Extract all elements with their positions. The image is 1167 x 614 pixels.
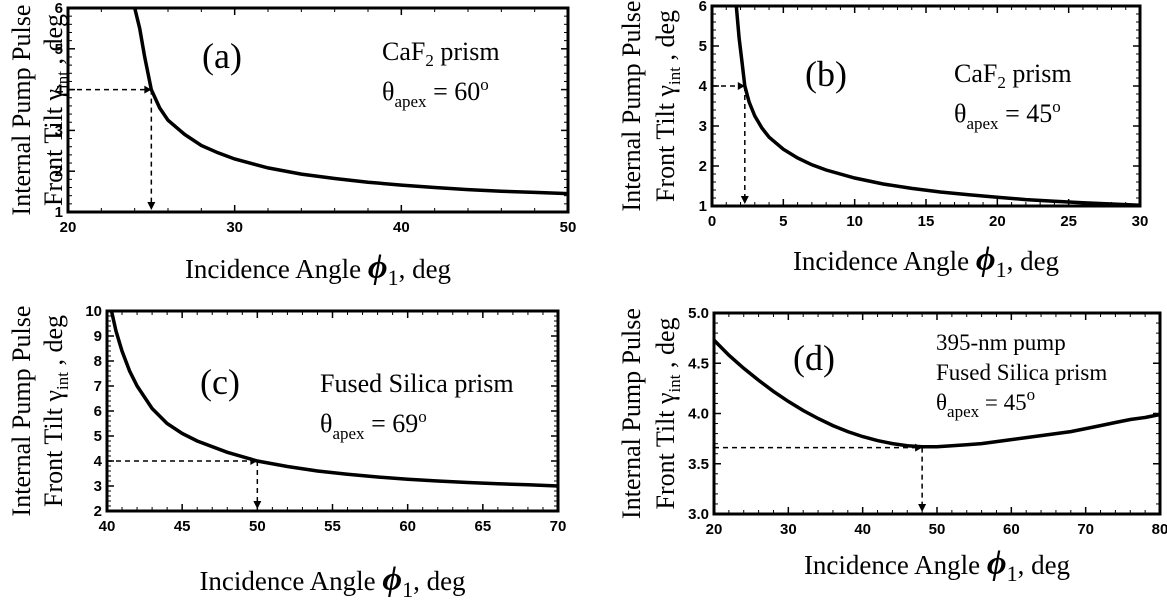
y-tick-label: 4 (55, 82, 64, 99)
x-tick-label: 70 (1077, 521, 1094, 538)
plot-frame (710, 4, 1142, 208)
y-tick-label: 5 (699, 38, 707, 55)
annotation-pump: 395-nm pump (936, 330, 1066, 355)
x-tick-label: 5 (779, 213, 787, 230)
y-tick-label: 10 (85, 303, 102, 320)
x-axis-label: Incidence Angle ϕ1, deg (793, 241, 1059, 282)
plot-frame (66, 6, 570, 214)
y-tick-label: 6 (699, 0, 707, 15)
x-tick-label: 30 (1132, 213, 1149, 230)
chart-panel-1: 20 30 40 50 1 2 3 4 5 6 Internal Pump Pulse Front T… (7, 0, 576, 290)
y-tick-label: 4 (94, 453, 103, 470)
guide-arrowhead-right (250, 457, 258, 465)
annotation-apex-angle: θapex = 60o (382, 75, 489, 111)
y-axis-label-line2: Front Tilt γint , deg (651, 10, 684, 202)
y-tick-label: 1 (699, 198, 707, 215)
y-tick-label: 3 (94, 478, 102, 495)
y-axis-label-line2: Front Tilt γint , deg (39, 315, 72, 507)
guide-arrowhead-right (915, 443, 923, 452)
plot-frame (105, 309, 560, 513)
x-tick-label: 50 (929, 521, 946, 538)
guide-arrowhead-down (147, 202, 156, 210)
y-tick-label: 2 (55, 163, 63, 180)
y-tick-label: 6 (94, 403, 102, 420)
y-tick-label: 3 (699, 118, 707, 135)
annotation-apex-angle: θapex = 69o (320, 407, 427, 443)
x-tick-label: 20 (989, 213, 1006, 230)
y-tick-label: 5 (55, 41, 63, 58)
x-tick-label: 60 (1003, 521, 1020, 538)
x-tick-label: 80 (1152, 521, 1167, 538)
panel-label: (d) (793, 338, 835, 378)
x-tick-label: 25 (1060, 213, 1077, 230)
x-tick-label: 55 (324, 518, 341, 535)
y-tick-label: 1 (55, 204, 63, 221)
y-tick-label: 5 (94, 428, 102, 445)
guide-arrowhead-right (144, 85, 152, 94)
guide-arrowhead-down (740, 196, 749, 204)
y-axis-label-line2: Front Tilt γint , deg (651, 318, 684, 510)
series-line (712, 338, 1161, 449)
panel-label: (b) (805, 54, 847, 94)
y-tick-label: 4.5 (688, 355, 709, 372)
x-tick-label: 10 (846, 213, 863, 230)
y-tick-label: 9 (94, 328, 102, 345)
y-axis-label-line1: Internal Pump Pulse (7, 306, 36, 517)
x-tick-label: 40 (393, 219, 410, 236)
x-tick-label: 20 (706, 521, 723, 538)
x-axis-label: Incidence Angle ϕ1, deg (185, 249, 451, 290)
y-tick-label: 8 (94, 353, 102, 370)
x-tick-label: 65 (474, 518, 491, 535)
y-axis-label-line1: Internal Pump Pulse (617, 308, 646, 519)
y-axis-label-line2: Front Tilt γint , deg (39, 14, 72, 206)
x-axis-label: Incidence Angle ϕ1, deg (804, 545, 1070, 586)
panel-label: (c) (200, 362, 240, 402)
chart-panel-4: 20 30 40 50 60 70 80 3.0 3.5 4.0 4.5 5.0 Internal Pu… (617, 305, 1167, 586)
x-tick-label: 50 (560, 219, 577, 236)
x-tick-label: 20 (60, 219, 77, 236)
x-tick-label: 60 (399, 518, 416, 535)
y-tick-label: 3.0 (688, 506, 709, 523)
y-tick-label: 2 (94, 503, 102, 520)
x-tick-label: 15 (918, 213, 935, 230)
annotation-material: CaF2 prism (954, 59, 1072, 92)
annotation-material: CaF2 prism (382, 37, 500, 70)
y-tick-label: 4 (699, 78, 708, 95)
y-tick-label: 7 (94, 378, 102, 395)
x-tick-label: 40 (99, 518, 116, 535)
guide-arrowhead-down (253, 501, 262, 509)
chart-panel-2: 0 5 10 15 20 25 30 1 2 3 4 5 6 Internal Pump Pulse Fro… (617, 0, 1148, 282)
series-line (734, 5, 1141, 207)
guide-arrowhead-right (737, 82, 745, 90)
y-tick-label: 3 (55, 122, 63, 139)
guide-arrowhead-down (918, 504, 927, 512)
y-tick-label: 5.0 (688, 305, 709, 322)
x-axis-label: Incidence Angle ϕ1, deg (199, 561, 465, 602)
x-tick-label: 45 (174, 518, 191, 535)
y-tick-label: 2 (699, 158, 707, 175)
series-line (133, 7, 569, 196)
x-tick-label: 30 (226, 219, 243, 236)
annotation-material: Fused Silica prism (936, 360, 1107, 385)
y-tick-label: 6 (55, 0, 63, 17)
x-tick-label: 0 (708, 213, 716, 230)
x-tick-label: 50 (249, 518, 266, 535)
y-tick-label: 4.0 (688, 406, 709, 423)
annotation-material: Fused Silica prism (320, 369, 514, 398)
x-tick-label: 40 (854, 521, 871, 538)
y-tick-label: 3.5 (688, 456, 709, 473)
panel-label: (a) (202, 36, 242, 76)
annotation-apex-angle: θapex = 45o (936, 385, 1035, 421)
series-line (109, 310, 559, 488)
y-axis-label-line1: Internal Pump Pulse (7, 5, 36, 216)
y-axis-label-line1: Internal Pump Pulse (617, 1, 646, 212)
x-tick-label: 70 (550, 518, 567, 535)
x-tick-label: 30 (780, 521, 797, 538)
annotation-apex-angle: θapex = 45o (954, 97, 1061, 133)
